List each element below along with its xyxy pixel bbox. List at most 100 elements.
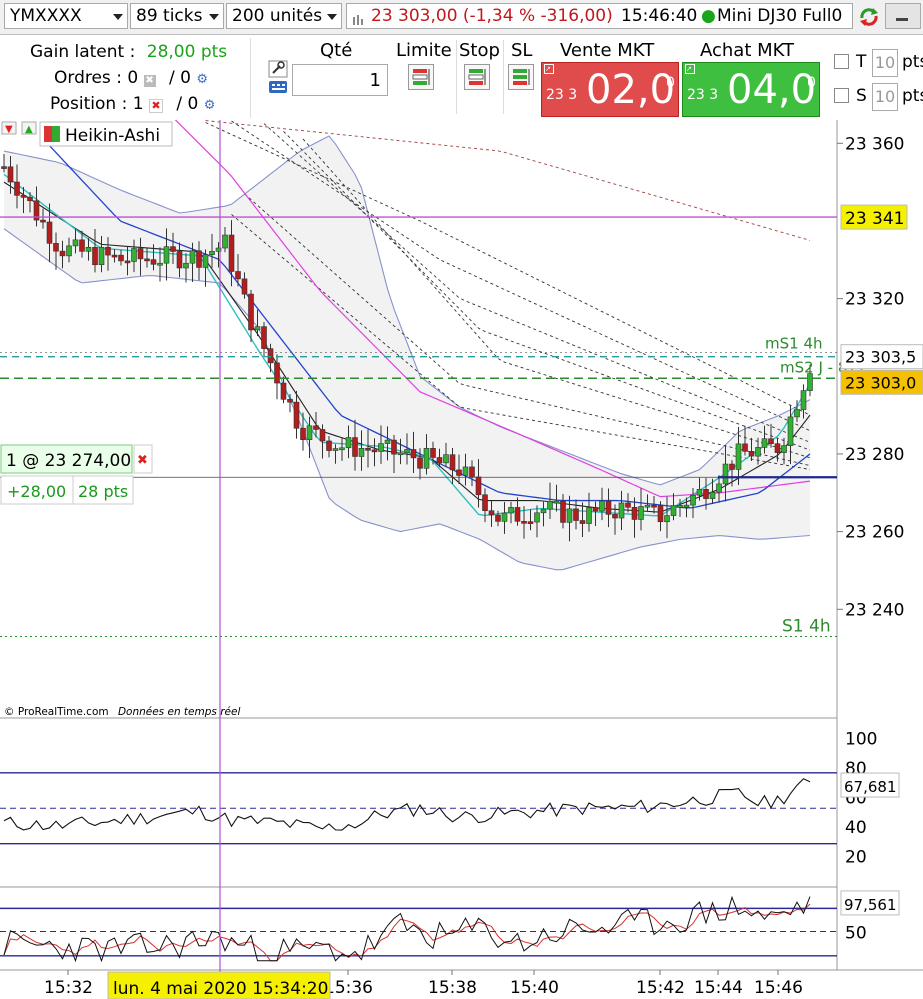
candle-up bbox=[306, 425, 313, 440]
stoch-value-tag bbox=[840, 890, 900, 916]
sell-price-sup: 0 bbox=[666, 75, 675, 91]
refresh-icon[interactable] bbox=[856, 4, 882, 30]
divider bbox=[250, 38, 265, 118]
bollinger-upper bbox=[3, 135, 811, 486]
units-select[interactable]: 200 unités bbox=[226, 3, 342, 29]
stop-points-value: 10 bbox=[874, 87, 896, 106]
orders-row: Ordres : 0 ✖ / 0 ⚙ bbox=[54, 68, 208, 88]
gears-icon[interactable]: ⚙ bbox=[203, 98, 216, 113]
candle-up bbox=[443, 454, 449, 464]
candle-down bbox=[27, 196, 33, 202]
status-dot-icon: ● bbox=[701, 6, 716, 26]
buy-market-button[interactable]: ↗ 23 3 04,0 0 bbox=[682, 62, 820, 117]
candle-down bbox=[313, 425, 319, 430]
target-points-input[interactable]: 10 bbox=[872, 49, 898, 77]
candle-down bbox=[391, 439, 397, 455]
candle-up bbox=[547, 500, 553, 510]
candle-down bbox=[742, 443, 748, 452]
interval-select[interactable]: 89 ticks bbox=[130, 3, 224, 29]
minimize-button[interactable] bbox=[885, 3, 921, 29]
candle-down bbox=[612, 514, 618, 519]
candle-up bbox=[540, 508, 547, 514]
candle-up bbox=[599, 500, 605, 512]
candle-down bbox=[59, 250, 66, 257]
chevron-down-icon bbox=[113, 14, 123, 20]
buy-price-sup: 0 bbox=[807, 75, 816, 91]
stop-checkbox[interactable] bbox=[834, 88, 849, 103]
candle-down bbox=[79, 239, 85, 252]
current-price-tag-a bbox=[840, 344, 923, 370]
chart-style-legend[interactable] bbox=[39, 121, 173, 147]
time-axis: 15:32 15:36 15:38 15:40 15:42 15:44 15:46 bbox=[44, 970, 803, 998]
time-tick-label: 15:46 bbox=[754, 978, 803, 998]
candle-down bbox=[92, 247, 98, 266]
close-position-button[interactable] bbox=[133, 444, 153, 474]
target-checkbox[interactable] bbox=[834, 54, 849, 69]
candle-up bbox=[690, 494, 696, 506]
candle-up bbox=[131, 248, 137, 262]
candle-up bbox=[423, 447, 430, 469]
scroll-up-icon[interactable] bbox=[21, 121, 37, 135]
time-tick-label: 15:42 bbox=[636, 978, 685, 998]
candle-up bbox=[397, 452, 404, 456]
position-gain-amount: +28,00 bbox=[7, 482, 66, 501]
crosshair-time-tag bbox=[107, 971, 331, 999]
order-ladder-icon bbox=[468, 69, 486, 85]
candle-down bbox=[592, 507, 599, 512]
dashed-ma-line bbox=[231, 120, 811, 432]
candle-up bbox=[586, 507, 592, 524]
candle-up-swatch bbox=[52, 126, 60, 142]
instrument-select[interactable]: YMXXXX bbox=[4, 3, 128, 29]
candle-up bbox=[534, 512, 540, 523]
ticker-bar: 23 303,00 (-1,34 % -316,00) 15:46:40 ● M… bbox=[346, 3, 853, 29]
rsi-line bbox=[3, 778, 811, 831]
candle-down bbox=[768, 438, 774, 444]
gain-value: 28,00 pts bbox=[146, 42, 228, 62]
stoch-k-line bbox=[3, 895, 811, 963]
sell-price-big: 02,0 bbox=[586, 67, 676, 113]
candle-down bbox=[196, 250, 202, 268]
expand-icon: ↗ bbox=[544, 64, 554, 74]
candle-down bbox=[514, 507, 521, 522]
gears-icon[interactable]: ⚙ bbox=[196, 72, 208, 87]
candle-up bbox=[644, 504, 651, 508]
candle-up bbox=[787, 416, 794, 446]
candle-up bbox=[722, 463, 729, 485]
candle-down bbox=[248, 293, 254, 331]
candle-down bbox=[579, 520, 586, 524]
bollinger-lower bbox=[3, 228, 811, 571]
candle-up bbox=[664, 515, 670, 523]
minimize-icon bbox=[896, 18, 908, 21]
scroll-down-icon[interactable] bbox=[1, 121, 17, 135]
candle-down bbox=[774, 443, 781, 453]
price-tick-label: 23 260 bbox=[845, 523, 904, 543]
chart-style-label: Heikin-Ashi bbox=[65, 126, 160, 146]
ticker-price: 23 303,00 (-1,34 % -316,00) bbox=[371, 6, 613, 26]
copyright-label: © ProRealTime.com Données en temps réel bbox=[4, 706, 240, 718]
stop-points-input[interactable]: 10 bbox=[872, 83, 898, 111]
sell-market-button[interactable]: ↗ 23 3 02,0 0 bbox=[541, 62, 679, 117]
candle-down bbox=[144, 258, 150, 262]
divider bbox=[456, 40, 457, 114]
target-pts-label: pts bbox=[902, 52, 923, 72]
stop-order-button[interactable] bbox=[464, 64, 490, 90]
arrow-down-icon: ▼ bbox=[5, 124, 13, 135]
cancel-orders-icon[interactable]: ✖ bbox=[143, 75, 156, 87]
candle-down bbox=[605, 500, 612, 515]
bollinger-band bbox=[3, 135, 811, 571]
position-tag[interactable]: 1 @ 23 274,00 ✖ +28,00 28 pts bbox=[0, 444, 153, 505]
copyright-text: © ProRealTime.com bbox=[4, 706, 109, 718]
wrench-icon[interactable] bbox=[268, 60, 288, 78]
price-tick-label: 23 240 bbox=[845, 600, 904, 620]
limit-order-button[interactable] bbox=[408, 64, 434, 90]
candle-up bbox=[98, 246, 105, 266]
candle-down bbox=[527, 521, 534, 524]
close-position-icon[interactable]: ✖ bbox=[148, 99, 163, 113]
sl-order-button[interactable] bbox=[508, 64, 534, 90]
candles bbox=[1, 154, 813, 542]
dashed-ma-line bbox=[263, 123, 811, 443]
keyboard-icon[interactable] bbox=[268, 80, 288, 94]
qty-input[interactable] bbox=[292, 64, 388, 96]
